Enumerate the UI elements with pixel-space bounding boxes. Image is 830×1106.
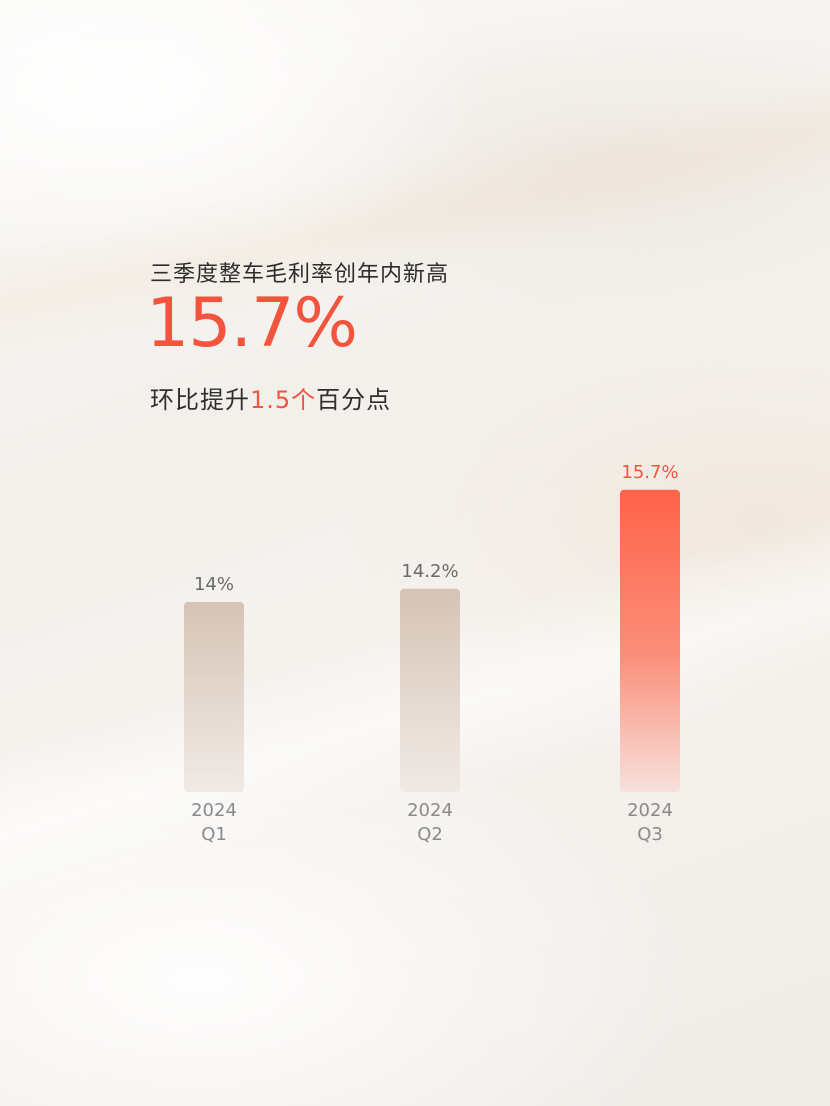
tick-label-1-1: 2024	[191, 800, 237, 821]
value-label-3: 15.7%	[621, 462, 678, 483]
value-label-1: 14%	[194, 574, 234, 595]
bar-3	[620, 489, 680, 792]
tick-label-3-2: Q3	[637, 824, 663, 845]
tick-label-3-1: 2024	[627, 800, 673, 821]
change-suffix: 百分点	[316, 386, 392, 414]
tick-label-2-2: Q2	[417, 824, 443, 845]
tick-label-1-2: Q1	[201, 824, 227, 845]
change-prefix: 环比提升	[150, 386, 250, 414]
bar-1	[184, 602, 244, 792]
change-summary: 环比提升1.5个百分点	[150, 380, 391, 415]
tick-label-2-1: 2024	[407, 800, 453, 821]
headline-value: 15.7%	[146, 284, 358, 363]
bar-2	[400, 588, 460, 792]
value-label-2: 14.2%	[401, 561, 458, 582]
subtitle: 三季度整车毛利率创年内新高	[150, 262, 450, 287]
change-highlight: 1.5个	[250, 386, 317, 414]
